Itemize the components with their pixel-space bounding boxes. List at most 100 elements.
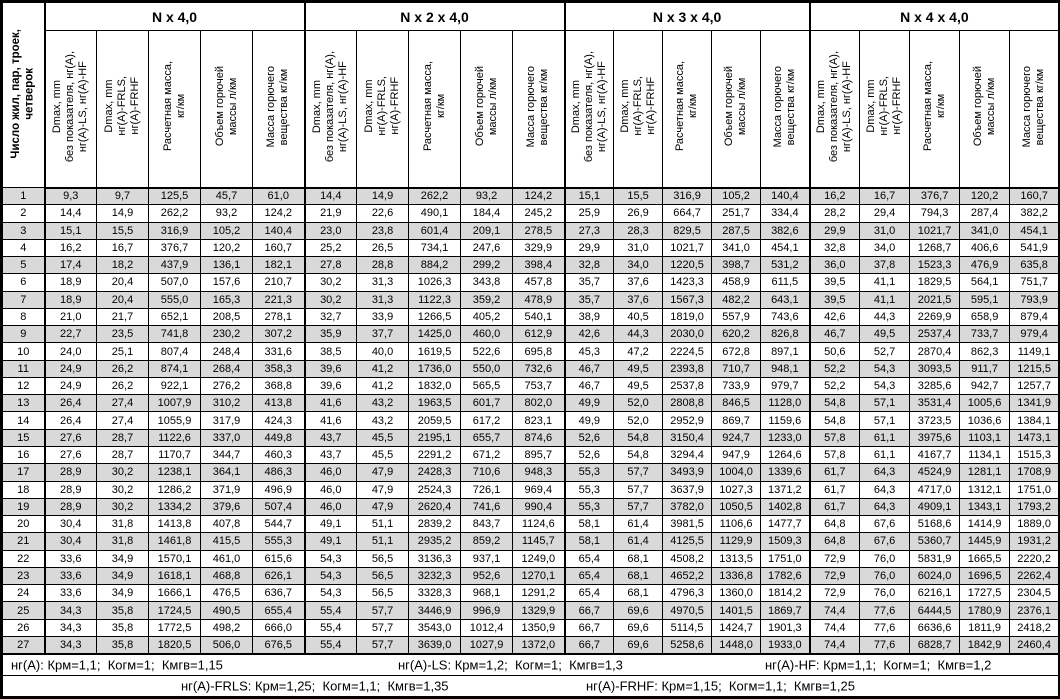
value-cell: 612,9 <box>512 325 566 344</box>
value-cell: 72,9 <box>809 584 861 603</box>
value-cell: 937,1 <box>460 549 514 568</box>
value-cell: 990,4 <box>512 497 566 517</box>
value-cell: 35,8 <box>96 635 149 655</box>
value-cell: 20,4 <box>96 290 149 309</box>
value-cell: 49,1 <box>304 515 358 534</box>
value-cell: 17,4 <box>44 256 97 275</box>
value-cell: 35,9 <box>304 325 358 344</box>
footnote-cell: нг(А): Крм=1,1; Когм=1; Кмгв=1,15 нг(А)-L… <box>0 653 1060 676</box>
value-cell: 55,3 <box>564 463 615 482</box>
value-cell: 37,7 <box>356 325 410 344</box>
value-cell: 28,3 <box>613 221 664 240</box>
value-cell: 157,6 <box>200 273 253 292</box>
value-cell: 2460,4 <box>1009 635 1060 655</box>
row-number-cell: 16 <box>1 445 46 465</box>
value-cell: 43,7 <box>304 428 358 447</box>
value-cell: 5258,6 <box>662 635 713 655</box>
value-cell: 1772,5 <box>148 618 201 637</box>
table-row: 6 18,9 20,4 507,0 157,6 210,7 30,2 31,3 1026,3 34… <box>1 273 1060 292</box>
column-header-label: Масса горючего вещества кг/км <box>771 65 797 147</box>
column-header: Объем горючей массы л/км <box>200 30 253 189</box>
value-cell: 478,9 <box>512 290 566 309</box>
value-cell: 1727,5 <box>959 584 1011 603</box>
value-cell: 74,4 <box>809 618 861 637</box>
table-row: 4 16,2 16,7 376,7 120,2 160,7 25,2 26,5 734,1 247… <box>1 238 1060 258</box>
value-cell: 49,9 <box>564 411 615 430</box>
value-cell: 1036,6 <box>959 411 1011 430</box>
value-cell: 120,2 <box>200 238 253 258</box>
value-cell: 32,8 <box>809 238 861 258</box>
column-header-label: Dmax, mm без показателя, нг(А), нг(А)-LS… <box>311 50 350 162</box>
value-cell: 732,6 <box>512 359 566 378</box>
value-cell: 57,7 <box>613 463 664 482</box>
value-cell: 1238,1 <box>148 463 201 482</box>
value-cell: 55,4 <box>304 635 358 655</box>
table-row: 12 24,9 26,2 922,1 276,2 368,8 39,6 41,2 1832,0 5… <box>1 376 1060 396</box>
value-cell: 1811,9 <box>959 618 1011 637</box>
column-header-label: Расчетная масса, кг/км <box>161 61 187 152</box>
value-cell: 31,8 <box>96 515 149 534</box>
value-cell: 61,1 <box>859 445 911 465</box>
value-cell: 1567,3 <box>662 290 713 309</box>
column-header-label: Объем горючей массы л/км <box>473 66 499 147</box>
value-cell: 415,5 <box>200 532 253 551</box>
value-cell: 316,9 <box>662 186 713 206</box>
value-cell: 26,2 <box>96 376 149 396</box>
value-cell: 1007,9 <box>148 394 201 413</box>
value-cell: 57,7 <box>613 497 664 517</box>
value-cell: 49,5 <box>613 359 664 378</box>
value-cell: 27,8 <box>304 256 358 275</box>
footnote-ng-a: нг(А): Крм=1,1; Когм=1; Кмгв=1,15 <box>11 657 223 673</box>
value-cell: 37,6 <box>613 273 664 292</box>
row-number-cell: 13 <box>1 394 46 413</box>
value-cell: 61,7 <box>809 497 861 517</box>
value-cell: 1004,0 <box>711 463 762 482</box>
value-cell: 1145,7 <box>512 532 566 551</box>
value-cell: 405,2 <box>460 307 514 327</box>
value-cell: 27,3 <box>564 221 615 240</box>
value-cell: 4167,7 <box>909 445 961 465</box>
value-cell: 1266,5 <box>408 307 462 327</box>
value-cell: 3294,4 <box>662 445 713 465</box>
value-cell: 160,7 <box>1009 186 1060 206</box>
value-cell: 55,3 <box>564 480 615 499</box>
value-cell: 33,6 <box>44 549 97 568</box>
value-cell: 666,0 <box>251 618 306 637</box>
value-cell: 43,2 <box>356 394 410 413</box>
row-number-cell: 6 <box>1 273 46 292</box>
value-cell: 1215,5 <box>1009 359 1060 378</box>
value-cell: 2220,2 <box>1009 549 1060 568</box>
value-cell: 1372,0 <box>512 635 566 655</box>
value-cell: 3981,5 <box>662 515 713 534</box>
value-cell: 911,7 <box>959 359 1011 378</box>
row-number-cell: 24 <box>1 584 46 603</box>
row-number-cell: 20 <box>1 515 46 534</box>
footnote-ng-a-frhf: нг(А)-FRHF: Крм=1,15; Когм=1,1; Кмгв=1,2… <box>586 678 855 694</box>
value-cell: 39,6 <box>304 376 358 396</box>
value-cell: 3136,3 <box>408 549 462 568</box>
value-cell: 24,9 <box>44 376 97 396</box>
table-row: 16 27,6 28,7 1170,7 344,7 460,3 43,7 45,5 2291,2… <box>1 445 1060 465</box>
value-cell: 1270,1 <box>512 566 566 586</box>
value-cell: 2021,5 <box>909 290 961 309</box>
column-header: Dmax, mm нг(А)-FRLS, нг(А)-FRHF <box>859 30 911 189</box>
value-cell: 36,0 <box>809 256 861 275</box>
value-cell: 461,0 <box>200 549 253 568</box>
value-cell: 498,2 <box>200 618 253 637</box>
value-cell: 54,3 <box>859 376 911 396</box>
value-cell: 924,7 <box>711 428 762 447</box>
value-cell: 671,2 <box>460 445 514 465</box>
value-cell: 6444,5 <box>909 601 961 620</box>
value-cell: 54,8 <box>809 394 861 413</box>
value-cell: 52,7 <box>859 342 911 361</box>
column-header: Dmax, mm без показателя, нг(А), нг(А)-LS… <box>304 30 358 189</box>
row-number-cell: 21 <box>1 532 46 551</box>
value-cell: 54,8 <box>613 445 664 465</box>
value-cell: 15,5 <box>96 221 149 240</box>
value-cell: 1371,2 <box>760 480 811 499</box>
value-cell: 210,7 <box>251 273 306 292</box>
value-cell: 69,6 <box>613 635 664 655</box>
table-footnotes: нг(А): Крм=1,1; Когм=1; Кмгв=1,15 нг(А)-L… <box>0 653 1060 698</box>
value-cell: 24,9 <box>44 359 97 378</box>
value-cell: 1724,5 <box>148 601 201 620</box>
